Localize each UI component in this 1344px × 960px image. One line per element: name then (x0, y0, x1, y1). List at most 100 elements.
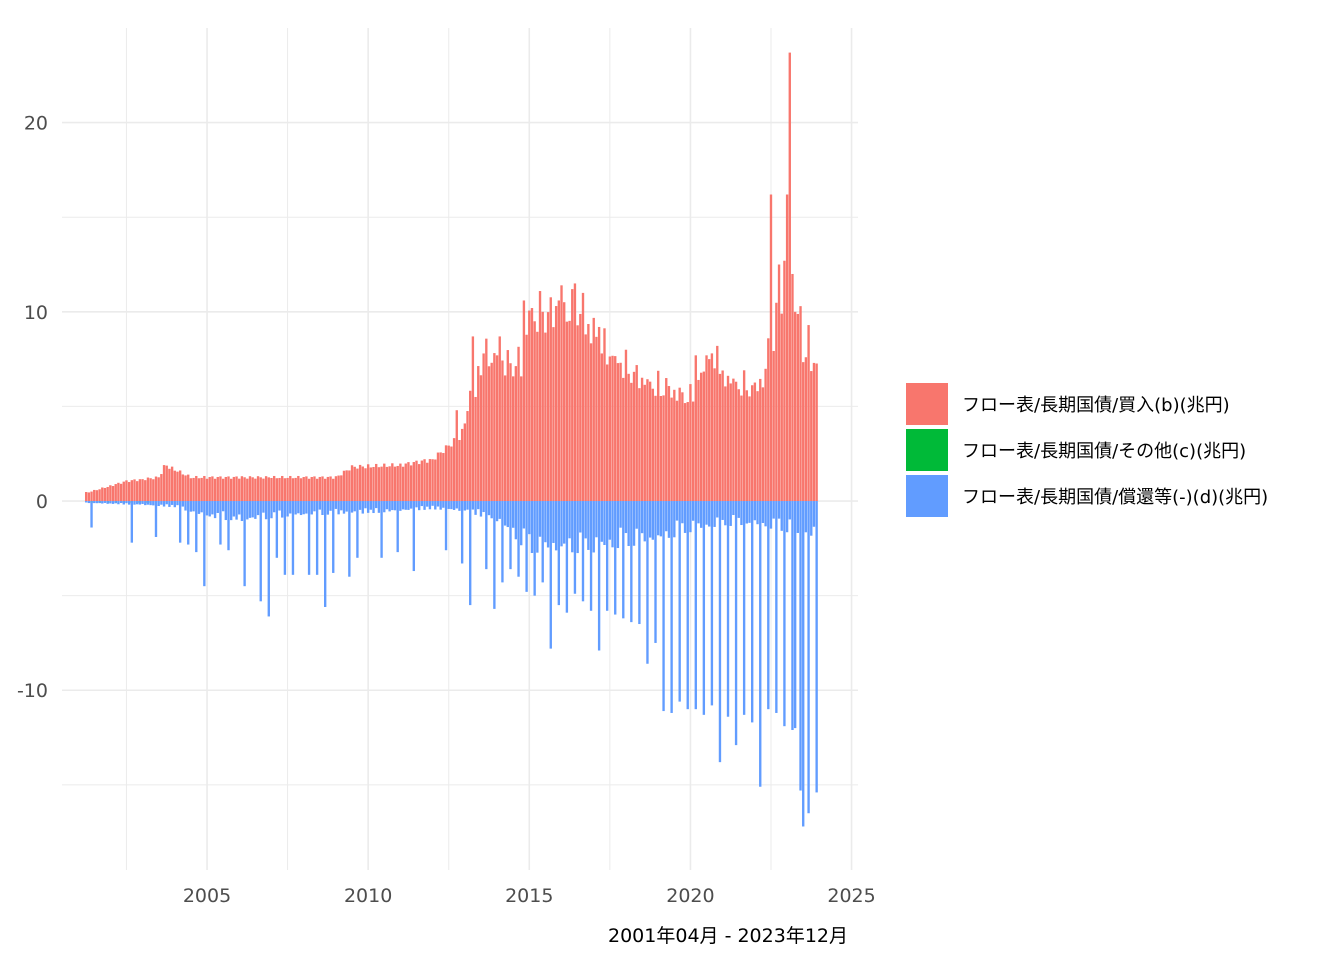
bar-purchase (495, 355, 499, 502)
bar-purchase (243, 477, 246, 502)
bar-purchase (581, 292, 585, 502)
bar-redemption (528, 501, 531, 535)
x-tick-label: 2020 (666, 885, 714, 907)
bar-purchase (665, 378, 668, 502)
bar-purchase (254, 478, 257, 502)
bar-purchase (710, 353, 714, 502)
bar-purchase (678, 387, 681, 502)
bar-redemption (189, 501, 193, 512)
bar-redemption (294, 501, 297, 515)
bar-redemption (396, 501, 399, 553)
bar-redemption (477, 501, 480, 510)
bar-purchase (396, 465, 399, 502)
bar-purchase (106, 486, 109, 502)
bars-redemption (84, 501, 818, 827)
bar-purchase (804, 357, 808, 502)
bar-purchase (95, 490, 99, 502)
bar-purchase (192, 477, 195, 502)
bar-redemption (321, 501, 324, 515)
bar-redemption (305, 501, 308, 514)
bar-redemption (136, 501, 139, 505)
bar-purchase (557, 300, 561, 502)
bar-redemption (466, 501, 469, 510)
bar-redemption (724, 501, 727, 526)
bar-redemption (122, 501, 125, 505)
legend-label-redemption: フロー表/長期国債/償還等(-)(d)(兆円) (962, 487, 1268, 508)
bar-purchase (514, 366, 518, 502)
bar-redemption (520, 501, 523, 546)
bar-redemption (350, 501, 354, 513)
bar-purchase (458, 440, 461, 502)
bar-purchase (348, 470, 351, 502)
bar-redemption (530, 501, 534, 554)
bar-redemption (399, 501, 402, 511)
bar-purchase (490, 362, 493, 502)
bar-redemption (788, 501, 791, 520)
bar-purchase (211, 476, 214, 502)
bar-purchase (745, 390, 748, 502)
bar-purchase (479, 375, 483, 502)
bar-redemption (393, 501, 397, 511)
bar-redemption (732, 501, 735, 516)
bar-purchase (262, 478, 265, 502)
bar-redemption (404, 501, 407, 510)
bar-purchase (460, 428, 464, 502)
bar-purchase (622, 377, 625, 502)
bar-redemption (383, 501, 386, 513)
bar-redemption (624, 501, 628, 534)
bar-purchase (291, 478, 295, 502)
bar-redemption (337, 501, 340, 515)
bar-redemption (571, 501, 574, 553)
bar-purchase (444, 445, 448, 502)
bar-redemption (648, 501, 652, 538)
x-tick-label: 2015 (505, 885, 553, 907)
bar-purchase (227, 476, 230, 502)
bar-redemption (756, 501, 759, 525)
bar-redemption (517, 501, 520, 577)
bar-redemption (219, 501, 222, 545)
bar-purchase (130, 480, 134, 502)
bar-redemption (334, 501, 338, 509)
bar-purchase (807, 325, 810, 502)
bar-purchase (294, 477, 297, 502)
bar-purchase (597, 326, 601, 502)
bar-purchase (796, 313, 800, 502)
bar-purchase (477, 366, 480, 502)
bar-purchase (802, 362, 805, 502)
bar-redemption (436, 501, 440, 507)
bar-redemption (522, 501, 526, 529)
bar-redemption (702, 501, 706, 715)
bar-purchase (772, 350, 775, 502)
bar-redemption (493, 501, 496, 609)
bar-redemption (165, 501, 168, 505)
bar-purchase (267, 477, 270, 502)
bar-purchase (356, 468, 359, 502)
bar-redemption (793, 501, 797, 729)
bar-redemption (103, 501, 107, 503)
bar-purchase (141, 479, 144, 502)
bar-redemption (708, 501, 711, 527)
bar-purchase (815, 363, 818, 502)
bar-purchase (176, 471, 179, 502)
bar-redemption (759, 501, 762, 787)
bar-purchase (366, 464, 370, 502)
bar-purchase (200, 477, 203, 502)
bar-redemption (646, 501, 649, 664)
bar-redemption (254, 501, 257, 519)
bar-purchase (208, 477, 211, 502)
legend-swatch-redemption (906, 475, 948, 517)
bar-purchase (522, 300, 526, 502)
bar-purchase (98, 489, 101, 502)
bar-redemption (157, 501, 160, 507)
bar-redemption (216, 501, 219, 513)
bar-purchase (718, 373, 722, 502)
bar-purchase (600, 353, 603, 502)
bar-redemption (391, 501, 394, 511)
bar-redemption (203, 501, 206, 587)
bar-purchase (767, 338, 770, 502)
bar-purchase (511, 376, 515, 502)
bar-purchase (635, 365, 638, 502)
bar-purchase (286, 477, 289, 502)
bar-purchase (487, 366, 491, 502)
bar-purchase (466, 411, 469, 502)
